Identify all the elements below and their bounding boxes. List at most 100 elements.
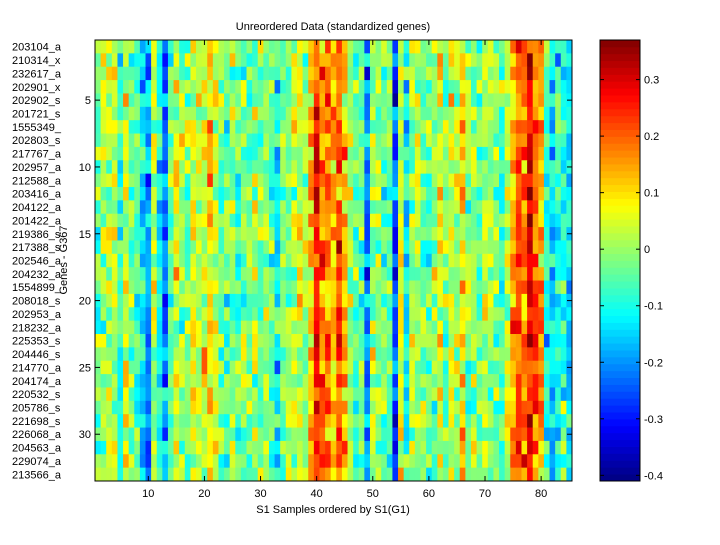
heatmap-cell xyxy=(100,80,107,94)
heatmap-cell xyxy=(285,120,292,134)
heatmap-cell xyxy=(414,187,421,201)
heatmap-cell xyxy=(319,253,326,268)
heatmap-cell xyxy=(403,414,410,428)
heatmap-cell xyxy=(347,106,354,121)
heatmap-cell xyxy=(218,334,225,348)
colorbar-segment xyxy=(600,343,640,351)
heatmap-cell xyxy=(420,387,427,402)
heatmap-cell xyxy=(201,307,208,322)
heatmap-cell xyxy=(207,160,214,175)
heatmap-cell xyxy=(375,173,382,188)
heatmap-cell xyxy=(487,66,494,81)
heatmap-cell xyxy=(482,227,489,241)
heatmap-cell xyxy=(403,133,410,148)
heatmap-cell xyxy=(493,66,500,81)
heatmap-cell xyxy=(549,106,556,121)
heatmap-cell xyxy=(431,146,438,161)
heatmap-cell xyxy=(543,360,550,375)
heatmap-cell xyxy=(398,427,405,442)
heatmap-cell xyxy=(201,374,208,388)
row-label: 202546_a xyxy=(12,256,62,268)
heatmap-cell xyxy=(437,240,444,255)
heatmap-cell xyxy=(128,120,135,134)
heatmap-cell xyxy=(560,253,567,268)
heatmap-cell xyxy=(285,227,292,241)
heatmap-cell xyxy=(493,173,500,188)
heatmap-cell xyxy=(426,120,433,134)
heatmap-cell xyxy=(145,347,152,362)
heatmap-cell xyxy=(476,440,483,455)
heatmap-cell xyxy=(426,93,433,108)
heatmap-cell xyxy=(392,414,399,428)
x-tick-label: 20 xyxy=(198,488,210,500)
heatmap-cell xyxy=(308,253,315,268)
heatmap-cell xyxy=(302,93,309,108)
heatmap-cell xyxy=(341,213,348,228)
colorbar-segment xyxy=(600,377,640,385)
heatmap-cell xyxy=(145,293,152,308)
heatmap-cell xyxy=(268,146,275,161)
heatmap-cell xyxy=(325,213,332,228)
heatmap-cell xyxy=(313,320,320,335)
heatmap-cell xyxy=(151,293,158,308)
heatmap-cell xyxy=(240,347,247,362)
heatmap-cell xyxy=(470,53,477,68)
heatmap-cell xyxy=(527,307,534,322)
colorbar-tick-label: 0.2 xyxy=(644,131,659,143)
heatmap-cell xyxy=(504,280,511,295)
heatmap-cell xyxy=(499,160,506,175)
heatmap-cell xyxy=(173,307,180,322)
heatmap-cell xyxy=(521,454,528,469)
heatmap-cell xyxy=(134,227,141,241)
heatmap-cell xyxy=(414,307,421,322)
heatmap-cell xyxy=(448,400,455,415)
heatmap-cell xyxy=(274,80,281,94)
heatmap-cell xyxy=(201,213,208,228)
heatmap-cell xyxy=(173,293,180,308)
heatmap-cell xyxy=(285,440,292,455)
heatmap-cell xyxy=(325,227,332,241)
heatmap-cell xyxy=(532,280,539,295)
heatmap-cell xyxy=(375,467,382,482)
heatmap-cell xyxy=(409,93,416,108)
heatmap-cell xyxy=(381,40,388,54)
heatmap-cell xyxy=(482,334,489,348)
heatmap-cell xyxy=(212,440,219,455)
heatmap-cell xyxy=(353,146,360,161)
heatmap-cell xyxy=(386,334,393,348)
heatmap-cell xyxy=(257,320,264,335)
heatmap-cell xyxy=(201,133,208,148)
heatmap-cell xyxy=(139,93,146,108)
heatmap-cell xyxy=(566,80,573,94)
heatmap-cell xyxy=(347,293,354,308)
heatmap-cell xyxy=(493,334,500,348)
heatmap-cell xyxy=(420,347,427,362)
heatmap-cell xyxy=(285,133,292,148)
heatmap-cell xyxy=(201,280,208,295)
heatmap-cell xyxy=(392,66,399,81)
heatmap-cell xyxy=(235,347,242,362)
heatmap-cell xyxy=(364,120,371,134)
heatmap-cell xyxy=(482,454,489,469)
heatmap-cell xyxy=(386,293,393,308)
heatmap-cell xyxy=(224,106,231,121)
heatmap-cell xyxy=(313,106,320,121)
heatmap-cell xyxy=(95,307,102,322)
heatmap-cell xyxy=(437,106,444,121)
heatmap-cell xyxy=(358,320,365,335)
colorbar-segment xyxy=(600,460,640,468)
heatmap-cell xyxy=(285,173,292,188)
heatmap-cell xyxy=(369,320,376,335)
heatmap-cell xyxy=(252,146,259,161)
heatmap-cell xyxy=(291,307,298,322)
heatmap-cell xyxy=(162,120,169,134)
heatmap-cell xyxy=(341,280,348,295)
heatmap-cell xyxy=(392,40,399,54)
heatmap-cell xyxy=(280,106,287,121)
heatmap-cell xyxy=(139,120,146,134)
heatmap-cell xyxy=(263,106,270,121)
heatmap-cell xyxy=(398,146,405,161)
heatmap-cell xyxy=(280,93,287,108)
heatmap-cell xyxy=(274,40,281,54)
heatmap-cell xyxy=(240,227,247,241)
